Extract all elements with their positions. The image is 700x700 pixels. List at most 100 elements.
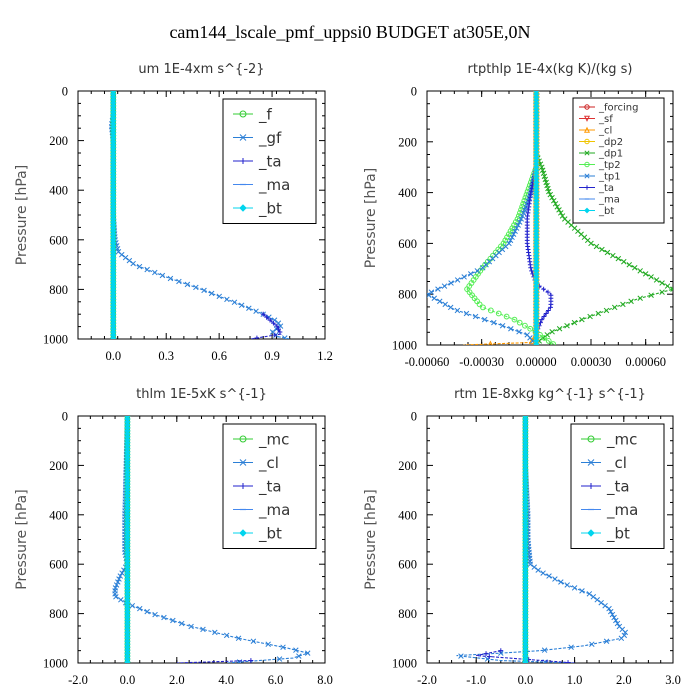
data-point — [498, 648, 504, 654]
legend-label: _cl — [606, 454, 627, 473]
data-point — [117, 573, 124, 579]
data-point — [631, 265, 638, 271]
data-point — [622, 629, 629, 636]
legend-marker — [583, 115, 591, 122]
y-tick-label: 400 — [398, 508, 417, 522]
data-point — [480, 265, 486, 271]
data-point — [593, 243, 600, 250]
data-point — [522, 658, 529, 663]
legend-label: _f — [258, 106, 273, 125]
legend-marker — [587, 529, 595, 537]
data-point — [184, 281, 191, 288]
legend-marker — [239, 204, 247, 212]
data-point — [126, 257, 133, 264]
panel-title: um 1E-4xm s^{-2} — [138, 62, 264, 77]
data-point — [265, 641, 271, 647]
legend-label: _forcing — [598, 103, 639, 114]
data-point — [511, 222, 517, 229]
data-point — [547, 191, 554, 198]
data-point — [481, 316, 488, 323]
x-tick-label: 0.00000 — [516, 355, 557, 369]
data-point — [637, 295, 643, 302]
data-point — [280, 644, 286, 650]
data-point — [544, 182, 550, 189]
legend-item: _sf — [579, 114, 613, 125]
data-point — [527, 325, 534, 332]
x-tick-label: -0.00060 — [405, 355, 450, 369]
legend-item: _forcing — [579, 103, 639, 114]
data-point — [293, 647, 299, 653]
x-tick-label: 0.6 — [211, 349, 227, 363]
data-point — [276, 326, 281, 332]
series-layer — [427, 91, 673, 345]
legend-label: _bt — [606, 525, 630, 544]
data-point — [564, 322, 570, 329]
data-point — [458, 653, 464, 659]
legend-marker — [240, 158, 246, 164]
data-point — [571, 585, 578, 591]
data-point — [545, 338, 552, 344]
legend-label: _dp2 — [598, 137, 623, 148]
data-point — [642, 271, 649, 277]
data-point — [579, 316, 585, 323]
data-point — [110, 334, 117, 339]
data-point — [589, 641, 595, 647]
chart-panel-4: rtm 1E-8xkg kg^{-1} s^{-1} Pressure [hPa]… — [363, 387, 681, 687]
data-point — [472, 313, 479, 320]
legend-label: _ta — [606, 478, 630, 497]
data-point — [276, 656, 283, 662]
legend-item: _ta — [233, 478, 282, 497]
data-point — [540, 170, 547, 177]
data-point — [271, 317, 278, 323]
y-tick-label: 200 — [398, 135, 417, 149]
data-point — [611, 614, 617, 621]
legend-item: _mc — [581, 431, 637, 450]
legend-marker — [588, 483, 594, 489]
data-point — [603, 638, 610, 645]
chart-panel-1: um 1E-4xm s^{-2} Pressure [hPa] 0 200 400 600… — [14, 62, 333, 363]
data-point — [508, 325, 514, 332]
data-point — [487, 307, 494, 314]
data-point — [541, 314, 547, 319]
data-point — [551, 197, 557, 204]
y-tick-label: 600 — [398, 558, 417, 572]
x-tick-label: 1.0 — [567, 673, 583, 687]
legend-label: _mc — [258, 431, 289, 450]
data-point — [515, 213, 522, 219]
x-tick-label: 0.0 — [105, 349, 121, 363]
data-point — [606, 605, 612, 612]
data-point — [543, 179, 549, 186]
data-point — [480, 304, 486, 311]
legend-item: _f — [233, 106, 273, 125]
y-tick-label: 0 — [411, 410, 417, 424]
y-tick-label: 0 — [62, 85, 68, 99]
data-point — [476, 301, 483, 308]
legend-marker — [583, 126, 591, 133]
y-tick-label: 600 — [49, 233, 68, 247]
data-point — [113, 594, 119, 600]
data-point — [282, 335, 288, 339]
data-point — [565, 660, 571, 663]
legend-label: _bt — [598, 206, 614, 217]
data-point — [467, 271, 474, 277]
legend: _f _gf _ta _ma _bt — [222, 98, 317, 224]
data-point — [587, 313, 593, 320]
data-point — [201, 287, 207, 294]
data-point — [277, 329, 283, 335]
data-point — [648, 274, 654, 280]
data-point — [621, 258, 627, 265]
x-tick-label: 0.0 — [518, 673, 534, 687]
data-point — [509, 225, 516, 232]
data-point — [610, 252, 616, 259]
data-point — [235, 635, 242, 642]
legend-label: _bt — [258, 525, 282, 544]
legend-item: _ma — [581, 501, 638, 520]
data-point — [296, 653, 302, 659]
x-tick-label: -2.0 — [68, 673, 88, 687]
y-tick-label: 200 — [49, 134, 68, 148]
data-point — [503, 313, 510, 320]
data-point — [193, 284, 199, 291]
data-point — [159, 272, 166, 279]
data-point — [664, 283, 671, 289]
legend-marker — [239, 435, 247, 443]
